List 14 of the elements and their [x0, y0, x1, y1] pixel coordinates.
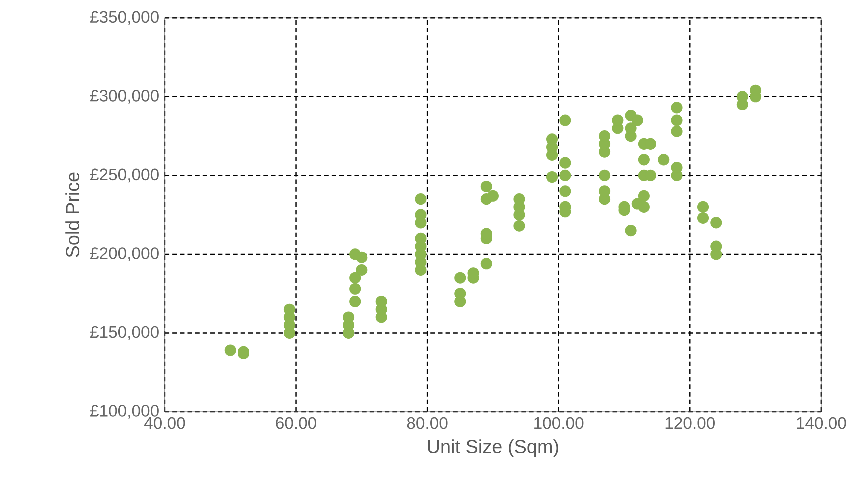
y-tick-label: £350,000 [90, 11, 159, 26]
x-tick-label: 120.00 [666, 417, 715, 430]
y-axis-title: Sold Price [66, 172, 80, 258]
y-tick-label: £200,000 [90, 248, 159, 262]
x-tick-label: 140.00 [797, 417, 846, 430]
x-tick-label: 80.00 [407, 417, 448, 430]
x-tick-label: 40.00 [144, 417, 186, 430]
y-tick-label: £100,000 [90, 405, 159, 419]
x-axis-title: Unit Size (Sqm) [428, 440, 558, 458]
y-tick-label: £150,000 [90, 326, 159, 340]
x-tick-label: 60.00 [276, 417, 316, 430]
y-tick-label: £300,000 [90, 90, 159, 104]
x-tick-label: 100.00 [534, 417, 584, 430]
y-tick-label: £250,000 [90, 168, 159, 183]
